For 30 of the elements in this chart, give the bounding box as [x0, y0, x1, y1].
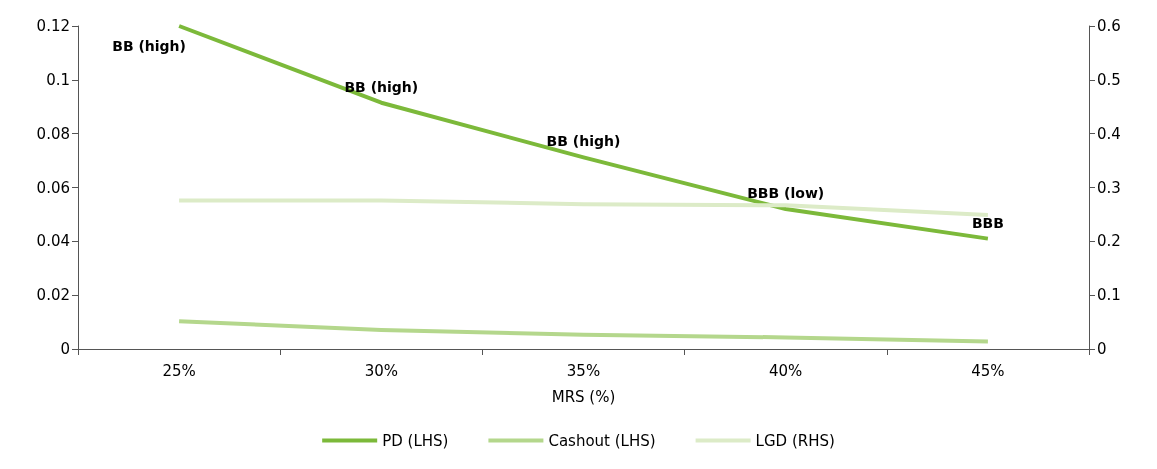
x-axis-title: MRS (%)	[551, 387, 616, 406]
annotation: BB (high)	[112, 38, 186, 54]
x-tick-label: 45%	[971, 361, 1005, 380]
x-tick-label: 30%	[364, 361, 398, 380]
legend-label: PD (LHS)	[382, 431, 449, 450]
x-tick-label: 25%	[162, 361, 196, 380]
y-tick-label: 0.12	[36, 17, 70, 35]
y2-tick-label: 0.4	[1097, 124, 1121, 143]
annotation: BB (high)	[344, 78, 419, 95]
legend-label: LGD (RHS)	[755, 431, 835, 450]
y-tick-label: 0.08	[36, 124, 70, 143]
x-tick-label: 35%	[566, 361, 601, 380]
y-tick-label: 0.06	[36, 178, 70, 197]
y-tick-label: 0.1	[46, 70, 70, 89]
y2-tick-label: 0.1	[1097, 286, 1121, 305]
line-series	[177, 198, 990, 217]
y-tick-label: 0.02	[36, 286, 70, 305]
y2-tick-label: 0.6	[1097, 17, 1121, 35]
y2-tick-label: 0.2	[1097, 232, 1121, 251]
y-tick-label: 0	[60, 340, 70, 358]
y-tick-label: 0.04	[36, 232, 70, 251]
y2-tick-label: 0.3	[1097, 178, 1121, 197]
line-series	[177, 319, 990, 344]
y2-tick-label: 0.5	[1097, 70, 1121, 89]
y2-tick-label: 0	[1097, 340, 1107, 358]
legend-label: Cashout (LHS)	[548, 431, 656, 450]
annotation: BBB	[971, 214, 1004, 231]
annotation: BBB (low)	[747, 185, 825, 202]
x-tick-label: 40%	[769, 361, 803, 380]
annotation: BB (high)	[546, 133, 621, 150]
